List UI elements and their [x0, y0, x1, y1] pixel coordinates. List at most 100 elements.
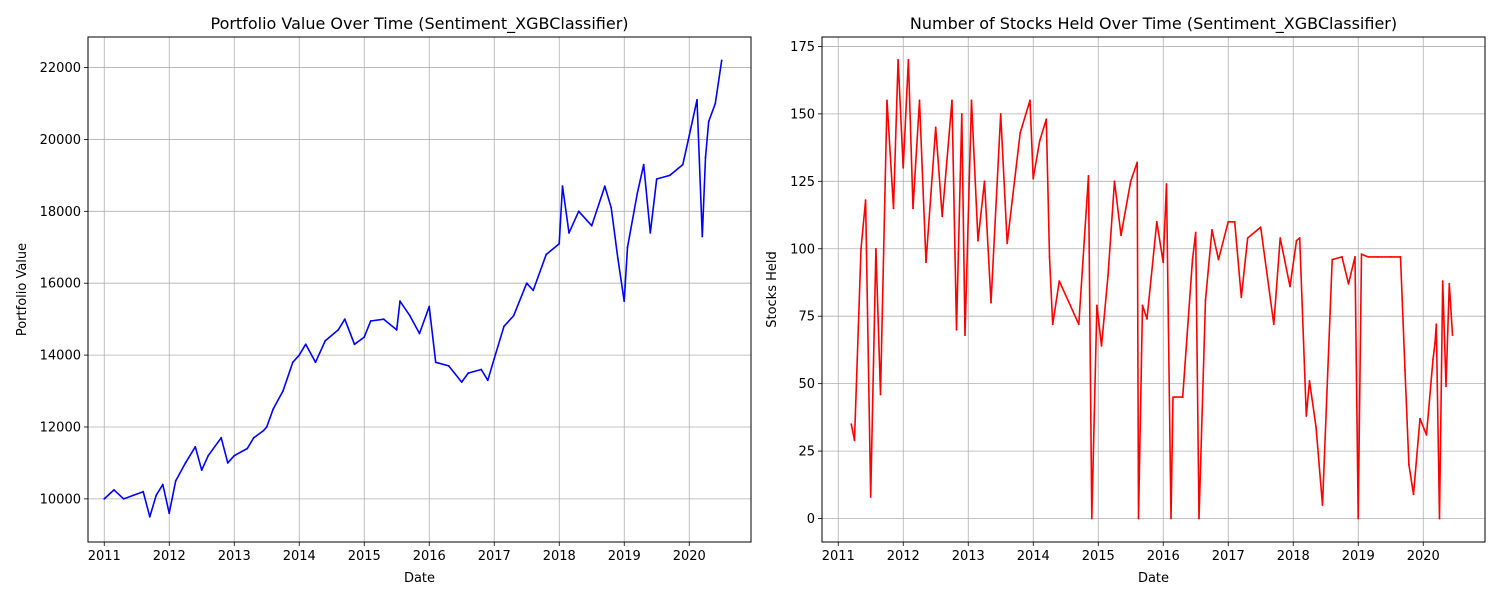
data-point — [1191, 258, 1194, 261]
data-point — [720, 59, 723, 62]
data-point — [1141, 304, 1144, 307]
data-point — [853, 439, 856, 442]
x-tick-label: 2015 — [1082, 549, 1115, 564]
data-point — [1045, 118, 1048, 121]
series-group — [103, 59, 723, 518]
data-point — [860, 247, 862, 250]
data-point — [603, 185, 606, 188]
data-point — [1240, 296, 1243, 299]
x-tick-label: 2019 — [608, 549, 641, 564]
data-point — [1295, 239, 1298, 242]
data-point — [1246, 237, 1249, 239]
x-tick-label: 2012 — [887, 549, 920, 564]
data-point — [875, 247, 877, 250]
data-point — [1107, 274, 1109, 277]
data-point — [1165, 183, 1168, 185]
data-point — [707, 120, 710, 123]
data-point — [184, 462, 187, 464]
y-tick-label: 175 — [790, 40, 815, 55]
data-point — [314, 361, 317, 364]
data-point — [610, 206, 613, 209]
x-tick-label: 2014 — [1017, 549, 1050, 564]
data-point — [1058, 280, 1061, 283]
data-point — [1389, 255, 1392, 258]
data-point — [434, 361, 437, 364]
x-tick-label: 2013 — [218, 549, 251, 564]
data-point — [486, 379, 489, 382]
data-point — [1376, 255, 1379, 258]
data-point — [970, 99, 973, 102]
y-ticks: 10000 12000 14000 16000 18000 20000 22000 — [40, 61, 88, 507]
data-point — [869, 496, 872, 498]
data-point — [525, 282, 528, 285]
y-tick-label: 20000 — [40, 133, 81, 148]
data-point — [990, 301, 992, 304]
data-point — [1331, 258, 1334, 261]
data-point — [912, 207, 914, 210]
data-point — [1077, 323, 1080, 326]
data-point — [467, 372, 470, 374]
data-point — [122, 497, 125, 500]
data-point — [688, 134, 691, 137]
data-point — [395, 329, 398, 331]
x-tick-label: 2019 — [1342, 549, 1375, 564]
data-point — [1308, 380, 1311, 382]
data-point — [636, 192, 639, 195]
y-tick-label: 125 — [790, 175, 815, 190]
data-point — [148, 515, 151, 518]
data-point — [1347, 282, 1350, 285]
data-point — [925, 261, 927, 264]
data-point — [886, 99, 888, 102]
data-point — [113, 488, 115, 491]
data-point — [1162, 261, 1165, 264]
data-point — [577, 210, 580, 213]
data-point — [545, 253, 548, 256]
data-point — [655, 178, 658, 180]
data-point — [168, 512, 171, 515]
x-tick-label: 2018 — [543, 549, 576, 564]
y-tick-label: 150 — [790, 107, 815, 122]
data-point — [1155, 220, 1158, 223]
data-point — [977, 239, 979, 242]
y-tick-label: 25 — [798, 445, 815, 460]
data-point — [681, 163, 684, 166]
data-point — [1441, 280, 1444, 283]
data-point — [532, 289, 535, 292]
data-point — [642, 163, 645, 166]
data-point — [233, 454, 236, 457]
data-point — [512, 314, 515, 317]
data-point — [568, 231, 570, 234]
data-point — [1451, 334, 1454, 336]
x-tick-label: 2018 — [1277, 549, 1310, 564]
y-tick-label: 14000 — [40, 349, 81, 364]
data-point — [951, 99, 953, 102]
data-point — [1445, 385, 1447, 388]
data-point — [1412, 493, 1415, 496]
data-point — [1136, 161, 1139, 164]
data-point — [1341, 255, 1343, 258]
data-point — [1432, 358, 1434, 361]
x-tick-label: 2011 — [822, 549, 855, 564]
grid — [88, 37, 751, 542]
y-tick-label: 0 — [807, 512, 815, 527]
data-point — [558, 242, 561, 245]
data-point — [704, 156, 707, 159]
data-point — [902, 166, 905, 169]
data-point — [1425, 434, 1428, 436]
data-point — [1259, 226, 1262, 229]
series-line — [103, 60, 723, 518]
data-point — [1404, 369, 1406, 372]
x-tick-label: 2012 — [153, 549, 186, 564]
data-point — [623, 300, 626, 303]
data-point — [1408, 463, 1410, 466]
y-tick-label: 50 — [798, 377, 815, 392]
y-tick-label: 18000 — [40, 205, 81, 220]
data-point — [220, 436, 223, 439]
axes-frame — [87, 36, 752, 543]
data-point — [1048, 255, 1051, 258]
data-point — [1038, 139, 1041, 142]
data-point — [983, 180, 986, 183]
data-point — [1087, 175, 1090, 177]
data-point — [337, 329, 340, 331]
